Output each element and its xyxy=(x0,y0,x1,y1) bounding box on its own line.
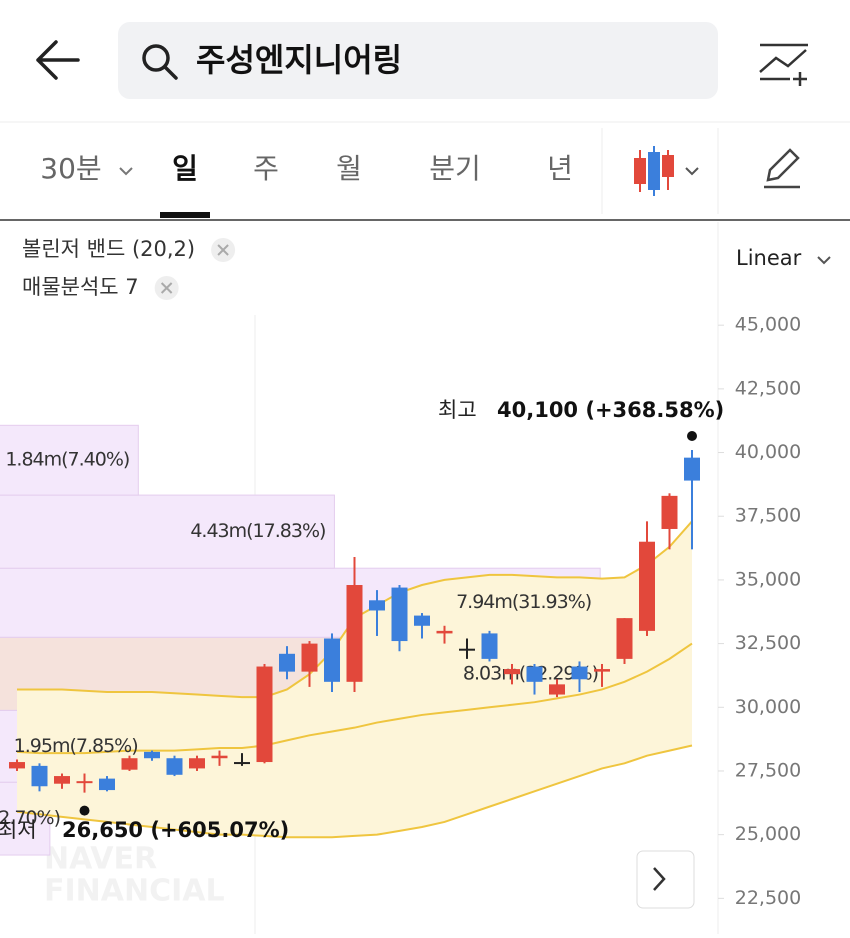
low-label: 최저 xyxy=(0,818,37,842)
chart-type-button[interactable] xyxy=(634,146,699,196)
candle-body xyxy=(99,778,115,791)
back-button[interactable] xyxy=(36,40,80,80)
candle-body xyxy=(459,648,475,651)
high-label: 최고 xyxy=(438,398,477,422)
tab[interactable]: 주 xyxy=(253,152,279,185)
tab[interactable]: 30분 xyxy=(40,152,101,185)
tab-indicator xyxy=(160,212,210,218)
search-box[interactable] xyxy=(118,22,718,99)
high-marker xyxy=(687,431,697,442)
candle-body xyxy=(256,666,273,763)
y-tick-label: 25,000 xyxy=(735,823,801,845)
candle-body xyxy=(369,600,385,611)
search-icon xyxy=(163,65,178,80)
candle-body xyxy=(594,669,610,672)
bollinger-lower xyxy=(16,744,693,839)
volume-profile-label: 1.84m(7.40%) xyxy=(5,449,129,471)
watermark: FINANCIAL xyxy=(44,874,225,909)
candle-body xyxy=(121,758,138,770)
y-tick-label: 22,500 xyxy=(735,887,801,909)
tab[interactable]: 분기 xyxy=(429,152,481,185)
draw-button[interactable] xyxy=(764,148,800,189)
candle-body xyxy=(616,618,633,659)
y-tick-label: 27,500 xyxy=(735,759,801,781)
high-text: 40,100 (+368.58%) xyxy=(497,398,724,422)
volume-profile-bar xyxy=(0,494,335,569)
scale-mode[interactable]: Linear xyxy=(736,246,802,270)
overlay: 볼린저 밴드 (20,2) 매물분석도 7 최고 40,100 (+368.58%) 최… xyxy=(0,237,801,909)
candle-body xyxy=(684,457,700,481)
tab[interactable]: 년 xyxy=(547,152,573,185)
candle-body xyxy=(76,781,93,784)
candle-body xyxy=(279,653,295,672)
candle-body xyxy=(436,630,453,634)
plot-area: NAVERFINANCIAL672k(2.70%)1.95m(7.85%)8.0… xyxy=(0,315,700,934)
tab-bar: 30분 일 주 월 분기 년 xyxy=(40,152,573,218)
candle-body xyxy=(661,495,678,529)
remove-indicator-icon xyxy=(160,282,173,294)
scale-dropdown[interactable] xyxy=(817,256,831,265)
candle-body xyxy=(571,666,588,680)
candle-body xyxy=(324,638,340,682)
remove-indicator-icon xyxy=(217,244,229,256)
y-tick-label: 35,000 xyxy=(735,568,801,590)
candle-body xyxy=(9,762,25,769)
y-tick-label: 30,000 xyxy=(735,696,801,718)
candle-body xyxy=(31,765,48,787)
compare-button[interactable] xyxy=(759,43,808,86)
candle-body xyxy=(639,541,655,631)
indicator-label[interactable]: 매물분석도 7 xyxy=(22,275,139,299)
scroll-latest-icon xyxy=(653,867,666,891)
tab[interactable]: 월 xyxy=(336,152,362,185)
volume-profile-label: 1.95m(7.85%) xyxy=(14,735,138,757)
candle-body xyxy=(549,684,565,695)
candle-body xyxy=(504,669,520,675)
volume-profile-label: 4.43m(17.83%) xyxy=(190,520,325,542)
y-tick-label: 40,000 xyxy=(735,441,801,463)
bollinger-middle xyxy=(16,642,693,755)
candle-body xyxy=(54,776,70,784)
y-tick-label: 37,500 xyxy=(735,505,801,527)
tab-dropdown xyxy=(119,167,133,176)
candle-body xyxy=(166,758,183,775)
candle-body xyxy=(189,758,205,769)
low-text: 26,650 (+605.07%) xyxy=(62,818,289,842)
low-marker xyxy=(79,805,90,816)
candle-body xyxy=(234,762,250,765)
search-text[interactable]: 주성엔지니어링 xyxy=(196,41,402,79)
tab[interactable]: 일 xyxy=(172,152,198,185)
candle-body xyxy=(526,666,543,682)
volume-profile-label: 7.94m(31.93%) xyxy=(456,591,591,613)
volume-profile-bar xyxy=(0,424,139,496)
watermark: NAVER xyxy=(44,842,157,877)
candle-body xyxy=(346,585,363,682)
y-tick-label: 32,500 xyxy=(735,632,801,654)
candle-body xyxy=(211,755,228,759)
search-icon xyxy=(142,44,170,72)
candle-body xyxy=(144,751,160,759)
y-tick-label: 42,500 xyxy=(735,377,801,399)
candle-body xyxy=(414,615,430,626)
candle-body xyxy=(391,587,408,642)
scroll-latest-button[interactable] xyxy=(636,850,695,909)
y-tick-label: 45,000 xyxy=(735,314,801,336)
candle-body xyxy=(481,633,498,659)
indicator-label[interactable]: 볼린저 밴드 (20,2) xyxy=(22,237,195,261)
volume-profile-label: 672k(2.70%) xyxy=(0,807,60,829)
candle-body xyxy=(301,643,318,672)
